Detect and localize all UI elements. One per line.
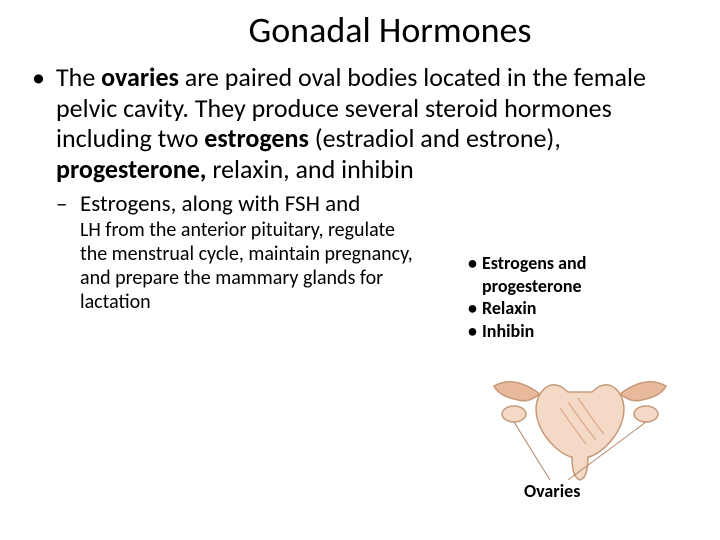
- main-bullet: • The ovaries are paired oval bodies loc…: [28, 62, 692, 185]
- bullet-dot-icon: •: [468, 297, 482, 320]
- side-hormone-list: •Estrogens and progesterone •Relaxin •In…: [468, 252, 696, 342]
- sub-bullet: – Estrogens, along with FSH and: [56, 191, 692, 218]
- side-item-inhibin: Inhibin: [482, 320, 534, 343]
- dash-icon: –: [56, 191, 80, 218]
- main-bullet-text: The ovaries are paired oval bodies locat…: [56, 62, 692, 185]
- side-item-estrogens: Estrogens and: [482, 252, 586, 275]
- side-item-relaxin: Relaxin: [482, 297, 536, 320]
- bullet-dot-icon: •: [28, 62, 56, 185]
- bullet-dot-icon: •: [468, 320, 482, 343]
- sub-bullet-text: Estrogens, along with FSH and: [80, 191, 692, 218]
- sub-detail-text: LH from the anterior pituitary, regulate…: [80, 218, 420, 314]
- bullet-dot-icon: •: [468, 252, 482, 275]
- illustration-caption: Ovaries: [524, 480, 580, 502]
- slide-title: Gonadal Hormones: [88, 8, 692, 52]
- ovaries-illustration: Ovaries: [468, 352, 696, 502]
- side-panel: •Estrogens and progesterone •Relaxin •In…: [468, 252, 696, 502]
- side-item-progesterone: progesterone: [482, 275, 582, 298]
